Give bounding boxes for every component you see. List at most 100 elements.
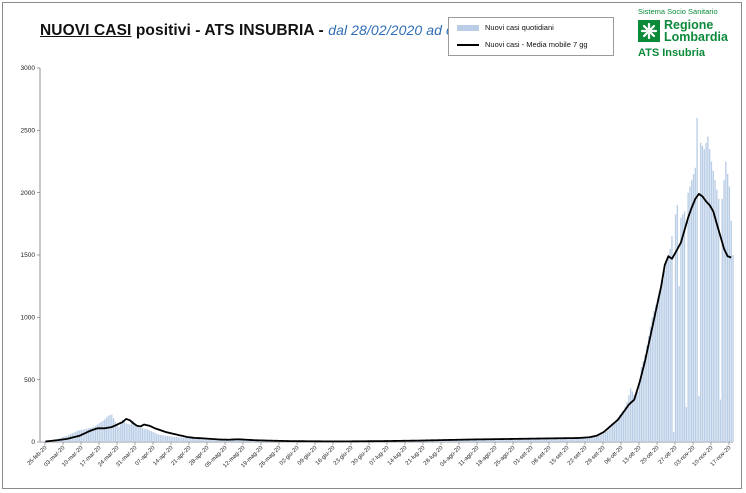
bar xyxy=(154,432,156,442)
bar xyxy=(631,391,634,442)
bar xyxy=(446,440,449,442)
bar xyxy=(463,439,465,442)
bar xyxy=(588,437,591,442)
bar xyxy=(698,395,700,442)
bar xyxy=(80,429,82,442)
bar xyxy=(473,439,476,442)
bar xyxy=(592,437,594,442)
bar xyxy=(175,437,178,442)
bar xyxy=(96,424,99,442)
bar xyxy=(712,170,714,442)
bar xyxy=(585,437,587,442)
bar xyxy=(136,427,138,442)
bar xyxy=(716,189,718,442)
bar xyxy=(520,439,522,442)
bar xyxy=(502,439,504,442)
bar xyxy=(105,417,108,442)
bar xyxy=(111,414,113,442)
bar xyxy=(516,439,519,442)
legend-swatch-bars xyxy=(457,24,479,31)
bar xyxy=(242,439,244,442)
bar xyxy=(629,388,632,442)
bar xyxy=(638,379,641,442)
bar xyxy=(130,422,133,442)
bar xyxy=(680,217,682,442)
bar xyxy=(245,439,248,442)
x-tick-label: 13-ott-20 xyxy=(622,445,643,466)
bar xyxy=(445,440,447,442)
bar xyxy=(558,438,560,442)
bar xyxy=(125,423,127,442)
bar xyxy=(231,439,233,442)
bar xyxy=(615,419,617,442)
bar xyxy=(441,440,443,442)
bar xyxy=(195,438,197,442)
bar xyxy=(252,440,255,442)
bar xyxy=(540,438,542,442)
bar xyxy=(98,423,100,442)
bar xyxy=(182,437,185,442)
moving-average-line xyxy=(45,193,732,443)
bar xyxy=(610,426,612,442)
legend-item-line: Nuovi casi - Media mobile 7 gg xyxy=(457,40,588,49)
bar xyxy=(87,428,90,442)
bar xyxy=(719,399,722,442)
bar xyxy=(554,438,556,442)
bar xyxy=(41,441,43,442)
bar xyxy=(247,439,249,442)
bar xyxy=(148,430,151,442)
x-tick-label: 20-ott-20 xyxy=(640,445,661,466)
bar xyxy=(213,439,215,442)
bar xyxy=(204,439,206,442)
region-logo: Sistema Socio Sanitario Regione Lombardi… xyxy=(634,7,728,65)
title-date-range: dal 28/02/2020 ad oggi xyxy=(328,22,473,38)
bar xyxy=(545,438,547,442)
bar xyxy=(561,438,564,442)
chart-title: NUOVI CASI positivi - ATS INSUBRIA - dal… xyxy=(40,22,473,40)
bar xyxy=(689,186,691,442)
bar xyxy=(511,439,513,442)
bar xyxy=(138,427,140,442)
bar xyxy=(543,438,546,442)
bar xyxy=(202,439,205,442)
bar xyxy=(642,360,644,442)
bar xyxy=(436,440,438,442)
bar xyxy=(129,424,131,442)
bar xyxy=(647,336,650,442)
bar xyxy=(254,440,257,442)
y-tick-label: 2500 xyxy=(21,128,36,135)
bar xyxy=(525,439,528,442)
bar xyxy=(552,438,555,442)
bar xyxy=(249,440,251,442)
bar xyxy=(224,439,226,442)
bar xyxy=(466,439,468,442)
bar xyxy=(732,255,734,442)
logo-subtitle: ATS Insubria xyxy=(638,47,706,59)
bar xyxy=(163,435,165,442)
bar xyxy=(240,439,242,442)
bar xyxy=(692,173,695,442)
bar xyxy=(102,420,104,442)
bar xyxy=(479,439,481,442)
bar xyxy=(161,435,163,442)
bar xyxy=(567,438,569,442)
bar xyxy=(649,326,652,442)
bar xyxy=(190,438,192,442)
bar xyxy=(601,434,603,442)
bar xyxy=(624,406,626,442)
bar xyxy=(226,439,228,442)
bar xyxy=(112,418,115,442)
bar xyxy=(665,261,668,442)
bar xyxy=(608,428,610,442)
bar xyxy=(489,439,492,442)
bar xyxy=(515,439,517,442)
bar xyxy=(685,407,687,442)
bar xyxy=(671,236,673,442)
bar xyxy=(464,439,467,442)
bar xyxy=(121,419,124,442)
bar xyxy=(139,427,142,442)
bar xyxy=(568,438,571,442)
bar xyxy=(217,439,219,442)
bar xyxy=(714,180,716,442)
bar xyxy=(235,439,237,442)
